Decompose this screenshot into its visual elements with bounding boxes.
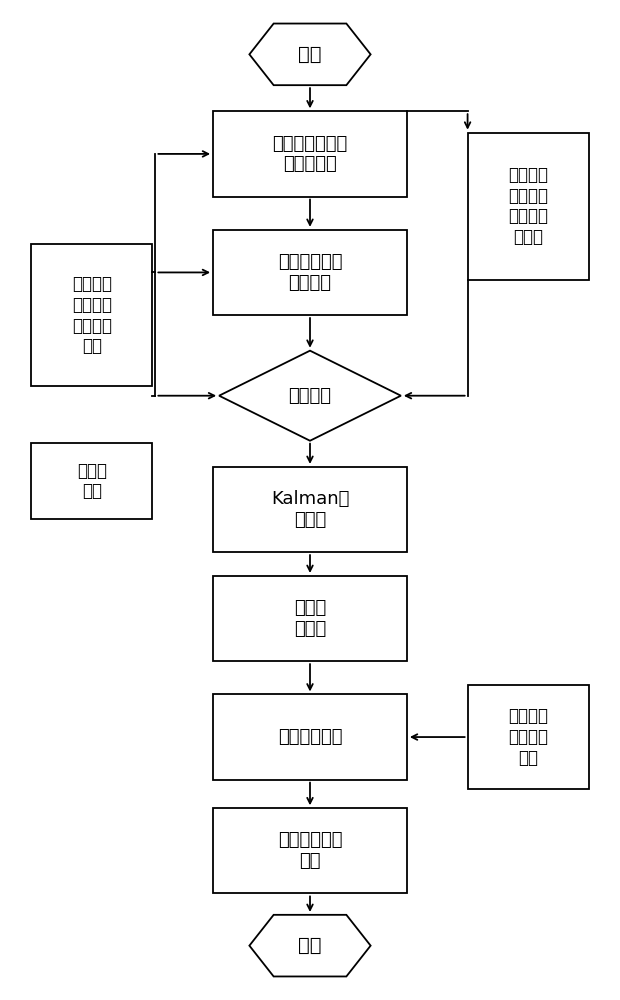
Bar bbox=[467, 685, 589, 789]
Text: 数据平
滑处理: 数据平 滑处理 bbox=[294, 599, 326, 638]
Text: 管道内惯性传感
器测量数据: 管道内惯性传感 器测量数据 bbox=[272, 135, 348, 173]
Text: 误差计算: 误差计算 bbox=[288, 387, 332, 405]
Text: Kalman滤
波估计: Kalman滤 波估计 bbox=[271, 490, 349, 529]
Bar bbox=[213, 694, 407, 780]
Text: 地表磁
标记: 地表磁 标记 bbox=[77, 462, 107, 500]
Text: 时间同步操作: 时间同步操作 bbox=[278, 728, 342, 746]
Polygon shape bbox=[249, 915, 371, 976]
Text: 管道缺陷
检测分析
结果: 管道缺陷 检测分析 结果 bbox=[508, 707, 548, 767]
Bar bbox=[213, 467, 407, 552]
Text: 快速正交
搜索算法
检测管道
连接器: 快速正交 搜索算法 检测管道 连接器 bbox=[508, 166, 548, 246]
Text: 管道检测维修
报告: 管道检测维修 报告 bbox=[278, 831, 342, 870]
Text: 里程仪速
度测量及
非完整性
约束: 里程仪速 度测量及 非完整性 约束 bbox=[72, 275, 112, 355]
Text: 结束: 结束 bbox=[298, 936, 322, 955]
Text: 开始: 开始 bbox=[298, 45, 322, 64]
Bar bbox=[467, 133, 589, 280]
Bar bbox=[213, 230, 407, 315]
Text: 捷联惯性导航
系统解算: 捷联惯性导航 系统解算 bbox=[278, 253, 342, 292]
Polygon shape bbox=[249, 24, 371, 85]
Bar bbox=[213, 576, 407, 661]
Bar bbox=[31, 244, 153, 386]
Bar bbox=[31, 443, 153, 519]
Polygon shape bbox=[219, 351, 401, 441]
Bar bbox=[213, 111, 407, 197]
Bar bbox=[213, 808, 407, 893]
